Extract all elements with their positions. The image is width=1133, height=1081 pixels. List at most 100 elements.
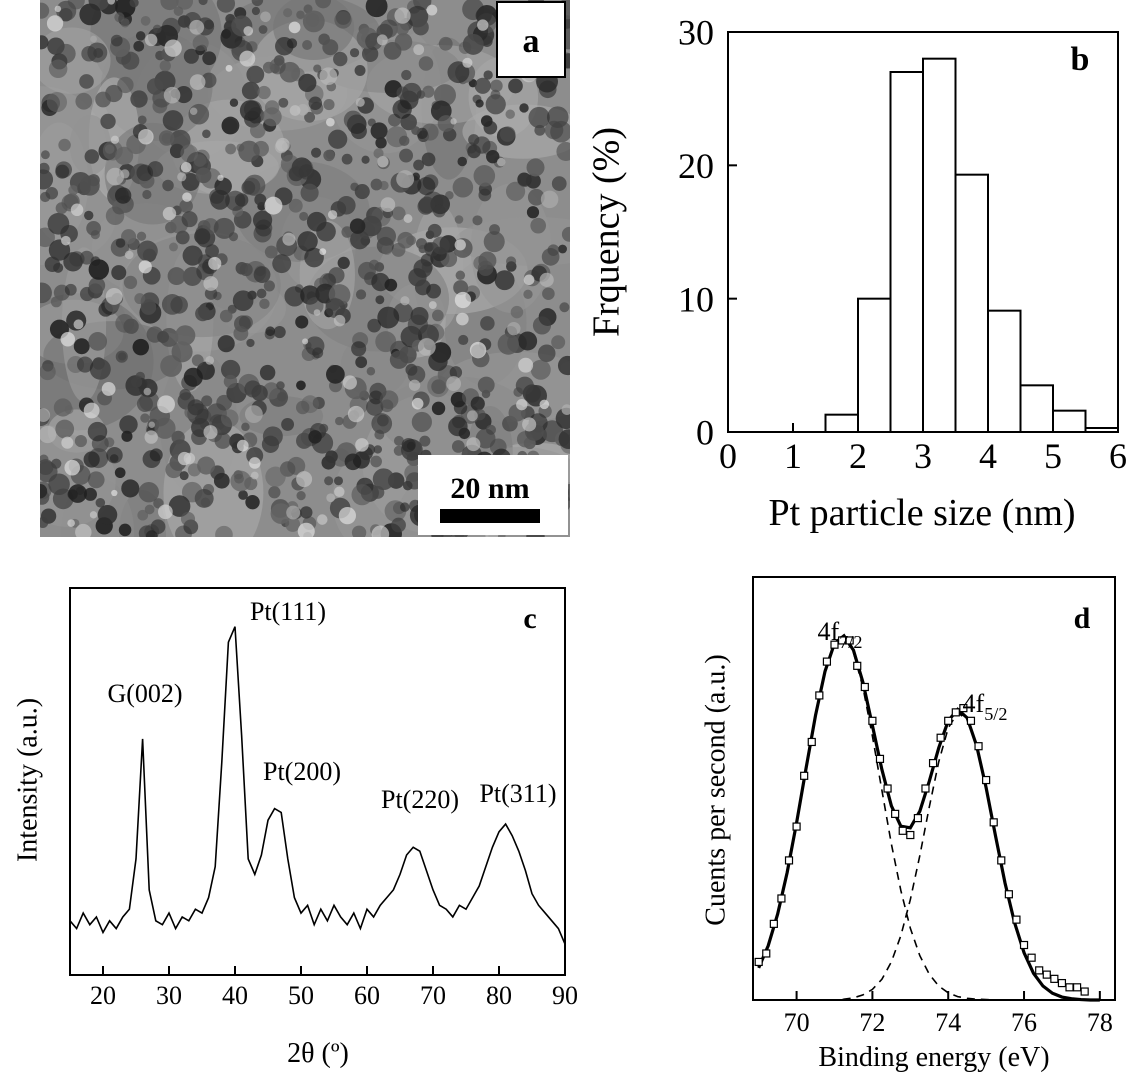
data-point [868, 716, 877, 725]
tem-particle [47, 212, 70, 235]
tem-particle [368, 259, 380, 271]
tem-particle [95, 498, 106, 508]
tem-particle [40, 2, 50, 19]
tem-particle [48, 59, 68, 79]
tem-particle [40, 35, 49, 50]
tem-particle [433, 204, 446, 218]
tem-particle [83, 451, 100, 468]
y-axis-label: Intensity (a.u.) [12, 698, 43, 862]
data-point [989, 818, 998, 827]
data-point [982, 775, 991, 785]
tem-bright [138, 129, 154, 145]
tem-particle [558, 429, 570, 449]
tem-particle [213, 472, 230, 489]
tem-particle [373, 445, 382, 454]
data-point [845, 636, 854, 645]
tem-particle [73, 338, 90, 355]
tem-particle [51, 458, 62, 469]
tem-particle [83, 487, 97, 501]
tem-particle [308, 96, 323, 111]
data-point [913, 814, 922, 823]
tem-particle [150, 519, 166, 535]
tem-bright [89, 511, 98, 519]
tem-particle [140, 299, 157, 315]
tem-particle [205, 244, 219, 259]
tem-particle [325, 450, 338, 463]
tem-particle [137, 115, 147, 125]
tem-particle [406, 235, 416, 246]
tem-particle [526, 158, 545, 177]
tem-particle [259, 364, 276, 381]
tem-particle [527, 188, 545, 206]
tem-particle [383, 41, 402, 60]
tem-particle [370, 178, 383, 191]
tem-particle [355, 356, 368, 369]
tem-particle [519, 103, 529, 113]
tem-particle [451, 440, 465, 453]
tem-particle [473, 136, 491, 154]
tem-particle [389, 350, 409, 369]
tem-particle [97, 505, 118, 525]
tem-particle [64, 405, 74, 415]
tem-particle [418, 56, 434, 71]
tem-particle [239, 263, 253, 277]
tem-particle [431, 401, 446, 416]
tem-particle [204, 19, 214, 30]
tem-particle [220, 359, 241, 380]
tem-bright [264, 196, 283, 215]
tem-particle [265, 326, 276, 337]
histogram-bar [987, 309, 1022, 433]
tem-particle [377, 306, 400, 329]
tem-particle [316, 221, 336, 242]
tem-bright [157, 395, 175, 414]
tem-particle [375, 137, 387, 149]
tem-particle [323, 149, 335, 162]
tem-particle [195, 306, 211, 322]
tem-bright [380, 197, 396, 212]
histogram-bar [1019, 384, 1054, 434]
tem-bright [302, 338, 309, 345]
tem-particle [130, 90, 148, 108]
tem-particle [350, 182, 359, 191]
tem-particle [365, 0, 388, 18]
panel-label-box [496, 1, 566, 78]
tem-bright [144, 430, 158, 444]
tem-particle [299, 211, 309, 221]
tem-particle [399, 148, 414, 163]
tem-particle [40, 227, 55, 248]
data-point [769, 919, 778, 928]
annotation-text: G(002) [107, 679, 182, 708]
tem-bright [243, 26, 254, 36]
tem-particle [50, 296, 62, 308]
tem-particle [56, 43, 76, 64]
tem-particle [258, 25, 268, 34]
annotation-text: 4f [818, 617, 840, 646]
tem-bright [394, 7, 411, 24]
x-tick-label: 1 [784, 436, 802, 476]
tem-particle [391, 517, 406, 533]
tem-particle [162, 179, 174, 192]
tem-bright [507, 321, 521, 336]
tem-particle [102, 140, 123, 161]
tem-bright [376, 34, 388, 46]
tem-particle [350, 230, 370, 250]
tem-bright [120, 169, 130, 179]
tem-particle [419, 435, 431, 447]
tem-bright [355, 438, 369, 452]
tem-bright [40, 425, 57, 444]
data-point [1035, 966, 1044, 975]
tem-particle [251, 6, 260, 16]
tem-bright [111, 489, 118, 497]
tem-particle [241, 81, 260, 100]
tem-particle [197, 456, 216, 475]
tem-particle [79, 250, 94, 265]
tem-particle [180, 144, 199, 163]
tem-particle [191, 429, 207, 446]
tem-bright [107, 0, 116, 5]
tem-bright [162, 206, 177, 221]
tem-particle [483, 70, 493, 80]
tem-particle [223, 374, 238, 389]
tem-particle [216, 394, 232, 411]
tem-particle [158, 130, 175, 146]
tem-particle [558, 244, 567, 254]
